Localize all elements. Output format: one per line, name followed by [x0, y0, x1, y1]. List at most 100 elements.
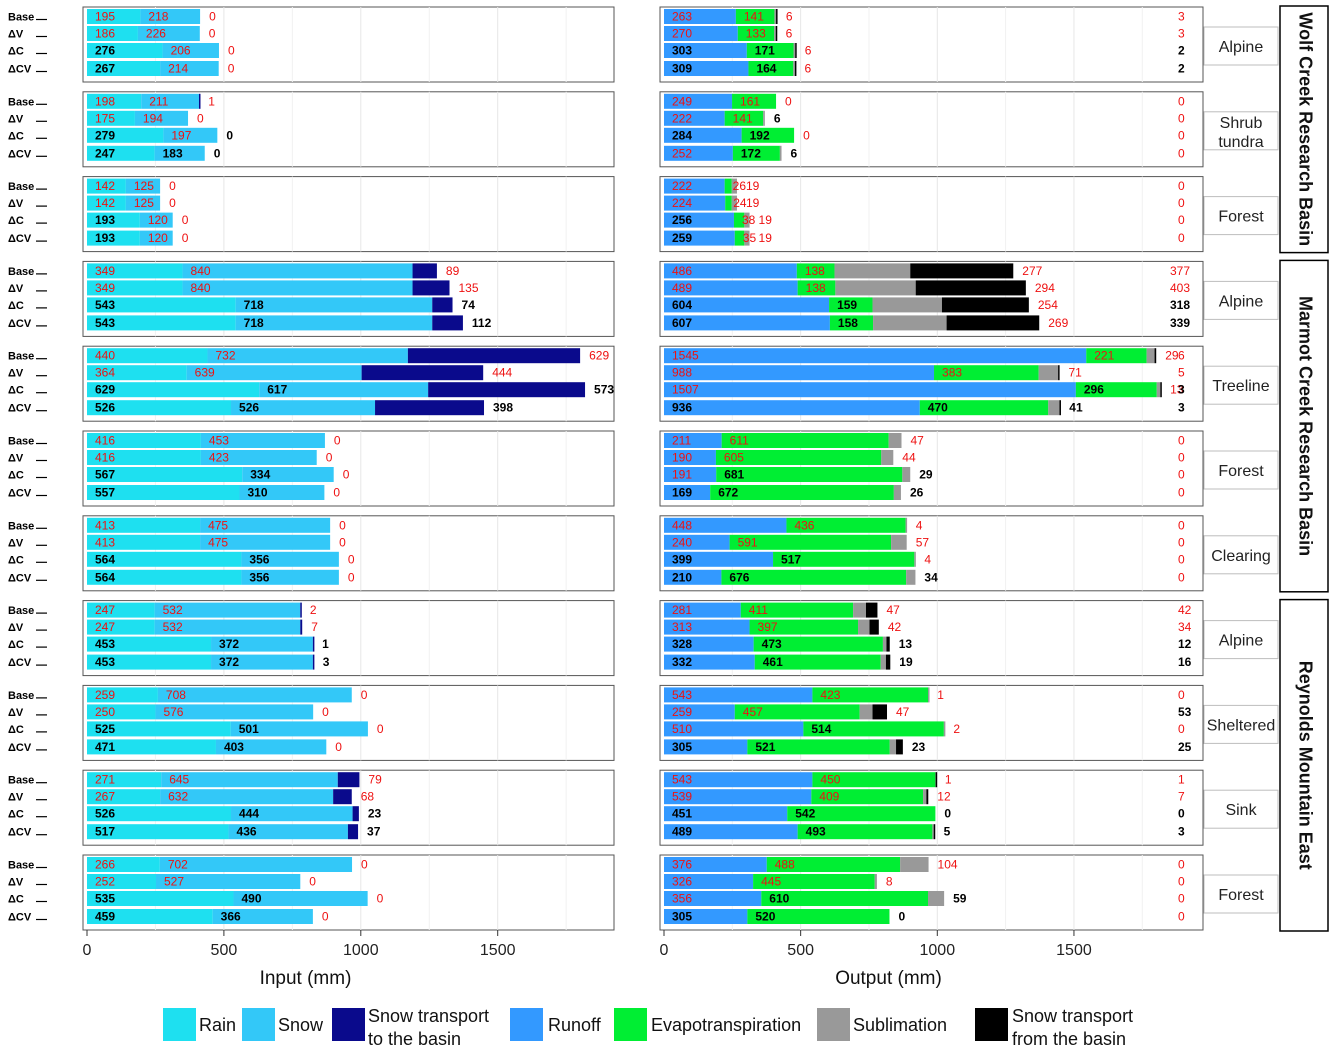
- value-label-runoff: 332: [672, 655, 692, 669]
- value-label-transport_out: 3: [1178, 10, 1185, 24]
- value-label-transport_out: 339: [1170, 316, 1190, 330]
- bar-et: [773, 551, 915, 567]
- value-label-et: 296: [1084, 383, 1104, 397]
- site-label: Sink: [1225, 802, 1257, 819]
- value-label-rain: 279: [95, 128, 115, 142]
- scenario-label: ΔC: [8, 215, 24, 227]
- value-label-sublimation: 57: [916, 535, 930, 549]
- value-label-et: 164: [756, 62, 776, 76]
- bar-transport_in: [428, 382, 586, 398]
- bar-snow: [154, 602, 301, 618]
- bar-snow: [134, 110, 189, 126]
- value-label-snow: 501: [239, 722, 259, 736]
- value-label-transport_out: 403: [1170, 281, 1190, 295]
- value-label-snow: 436: [237, 825, 257, 839]
- bar-snow: [157, 687, 352, 703]
- value-label-et: 610: [769, 892, 789, 906]
- bar-sublimation: [1146, 348, 1155, 364]
- axis-tick-label: 1500: [480, 942, 516, 959]
- value-label-sublimation: 19: [746, 179, 760, 193]
- value-label-runoff: 543: [672, 688, 692, 702]
- bar-sublimation: [774, 9, 777, 24]
- value-label-et: 161: [740, 94, 760, 108]
- value-label-sublimation: 44: [902, 451, 916, 465]
- value-label-rain: 564: [95, 570, 115, 584]
- value-label-transport_in: 1: [322, 637, 329, 651]
- value-label-transport_in: 79: [368, 773, 382, 787]
- value-label-sublimation: 47: [896, 705, 910, 719]
- value-label-transport_in: 74: [462, 298, 476, 312]
- bar-runoff: [664, 433, 722, 448]
- scenario-label: Base: [8, 520, 34, 532]
- scenario-label: ΔC: [8, 554, 24, 566]
- value-label-runoff: 448: [672, 518, 692, 532]
- bar-transport_out: [941, 297, 1029, 313]
- bar-rain: [87, 824, 229, 840]
- bar-et: [812, 772, 936, 788]
- value-label-et: 436: [794, 518, 814, 532]
- bar-snow: [139, 230, 173, 246]
- bar-rain: [87, 178, 126, 194]
- value-label-transport_out: 0: [1178, 910, 1185, 924]
- bar-sublimation: [731, 195, 737, 211]
- bar-runoff: [664, 93, 733, 109]
- scenario-label: ΔCV: [8, 488, 32, 500]
- scenario-label: ΔV: [8, 877, 24, 889]
- value-label-rain: 543: [95, 298, 115, 312]
- value-label-sublimation: 19: [759, 213, 773, 227]
- axis-tick-label: 1000: [343, 942, 379, 959]
- value-label-et: 470: [928, 401, 948, 415]
- bar-snow: [163, 127, 218, 143]
- value-label-et: 445: [761, 875, 781, 889]
- scenario-label: ΔCV: [8, 912, 32, 924]
- value-label-sublimation: 2: [953, 722, 960, 736]
- value-label-transport_in: 0: [182, 213, 189, 227]
- scenario-label: ΔC: [8, 724, 24, 736]
- value-label-transport_out: 16: [1178, 655, 1192, 669]
- value-label-transport_in: 68: [361, 790, 375, 804]
- bar-runoff: [664, 400, 920, 416]
- bar-snow: [125, 178, 161, 194]
- value-label-snow: 702: [168, 858, 188, 872]
- bar-transport_out: [775, 26, 778, 41]
- site-label: Forest: [1218, 209, 1264, 226]
- value-label-et: 411: [749, 603, 768, 617]
- value-label-sublimation: 0: [898, 910, 905, 924]
- legend-swatch: [975, 1008, 1008, 1041]
- bar-transport_out: [1058, 365, 1060, 381]
- bar-rain: [87, 110, 135, 126]
- legend-swatch: [614, 1008, 647, 1041]
- value-label-rain: 259: [95, 688, 115, 702]
- legend-label: Snow: [278, 1015, 324, 1035]
- value-label-sublimation: 6: [791, 146, 798, 160]
- bar-snow: [211, 636, 313, 652]
- bar-sublimation: [889, 739, 897, 755]
- bar-sublimation: [874, 874, 877, 889]
- bar-runoff: [664, 43, 747, 58]
- value-label-transport_in: 0: [348, 570, 355, 584]
- value-label-snow: 639: [195, 366, 215, 380]
- legend-swatch: [817, 1008, 850, 1041]
- bar-rain: [87, 534, 201, 550]
- value-label-sublimation: 19: [899, 655, 913, 669]
- scenario-label: ΔV: [8, 29, 24, 41]
- value-label-snow: 120: [148, 231, 168, 245]
- scenario-label: ΔC: [8, 385, 24, 397]
- value-label-transport_out: 34: [1178, 620, 1192, 634]
- value-label-transport_in: 0: [335, 740, 342, 754]
- panel-5: Treeline Base 440 732 629 1545 221 29 6 ΔV 364 639 4…: [8, 345, 1279, 422]
- value-label-rain: 267: [95, 62, 115, 76]
- value-label-transport_out: 0: [1178, 94, 1185, 108]
- bar-runoff: [664, 61, 749, 76]
- value-label-runoff: 303: [672, 44, 692, 58]
- value-label-sublimation: 0: [944, 807, 951, 821]
- value-label-snow: 206: [171, 44, 191, 58]
- scenario-label: ΔC: [8, 130, 24, 142]
- value-label-transport_in: 7: [311, 620, 318, 634]
- value-label-transport_out: 0: [1178, 146, 1185, 160]
- value-label-snow: 475: [208, 535, 228, 549]
- value-label-et: 461: [763, 655, 783, 669]
- bar-snow: [160, 61, 219, 76]
